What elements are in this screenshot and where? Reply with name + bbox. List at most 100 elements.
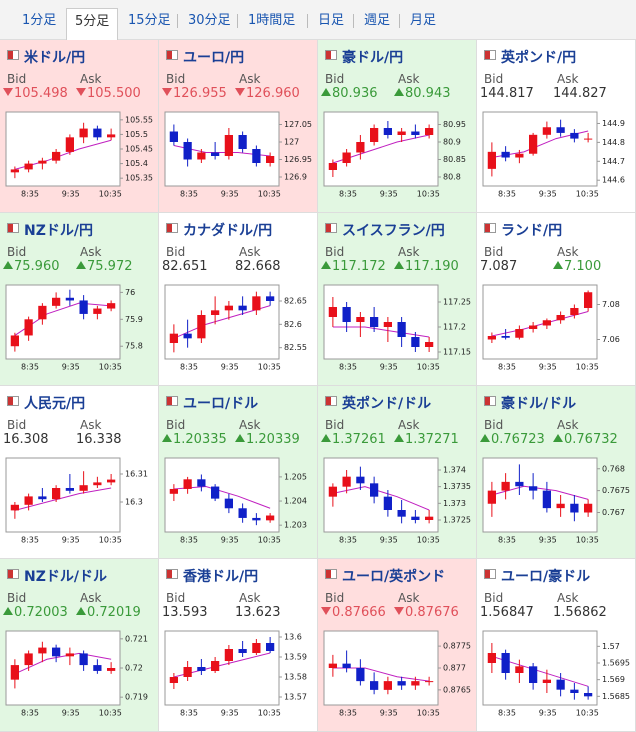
rate-tile[interactable]: 米ドル/円 Bid Ask 105.498 105.500 105.55 105.5 105.… [0, 40, 159, 213]
pair-name[interactable]: 豪ドル/ドル [501, 396, 577, 412]
candle-body [487, 336, 496, 340]
pair-name[interactable]: 英ポンド/円 [501, 50, 577, 66]
y-tick-label: 1.3735 [443, 482, 471, 491]
x-tick-label: 10:35 [258, 363, 281, 372]
y-tick-label: 0.877 [443, 664, 466, 673]
candle-body [238, 135, 247, 149]
chart-frame [164, 111, 280, 187]
x-tick-label: 9:35 [539, 363, 557, 372]
rate-tile[interactable]: NZドル/ドル Bid Ask 0.72003 0.72019 0.721 0.72 0.71… [0, 559, 159, 732]
x-tick-label: 9:35 [380, 536, 398, 545]
bid-text: 16.308 [3, 432, 49, 447]
candle-body [383, 681, 392, 690]
pair-name[interactable]: 英ポンド/ドル [342, 396, 432, 412]
ask-label: Ask [398, 245, 420, 259]
candle-body [529, 666, 538, 683]
candle-body [501, 481, 510, 491]
mini-chart: 0.768 0.7675 0.767 8:35 9:35 10:35 [482, 457, 630, 545]
ask-label: Ask [80, 245, 102, 259]
pair-name[interactable]: 人民元/円 [24, 396, 86, 412]
pair-name[interactable]: スイスフラン/円 [342, 223, 445, 239]
mini-chart: 13.6 13.59 13.58 13.57 8:35 9:35 10:35 [164, 630, 307, 718]
ask-value: 80.943 [394, 86, 451, 101]
x-tick-label: 8:35 [21, 709, 39, 718]
rate-tile[interactable]: ユーロ/ドル Bid Ask 1.20335 1.20339 1.205 1.204 1.20… [159, 386, 318, 559]
pair-name[interactable]: ユーロ/英ポンド [342, 569, 446, 585]
y-tick-label: 117.25 [443, 298, 471, 307]
bid-label: Bid [166, 72, 186, 86]
ask-text: 0.87676 [405, 605, 459, 620]
up-arrow [3, 607, 13, 615]
bid-text: 1.56847 [480, 605, 534, 620]
candle-body [411, 681, 420, 686]
flag-icon [7, 396, 19, 406]
rate-tile[interactable]: 英ポンド/円 Bid Ask 144.817 144.827 144.9 144.8 144.… [477, 40, 636, 213]
pair-name[interactable]: 米ドル/円 [24, 50, 86, 66]
pair-name[interactable]: ユーロ/豪ドル [501, 569, 591, 585]
up-arrow [394, 88, 404, 96]
y-tick-label: 1.569 [602, 675, 625, 684]
rate-tile[interactable]: 英ポンド/ドル Bid Ask 1.37261 1.37271 1.374 1.3735 1.… [318, 386, 477, 559]
mini-chart: 80.95 80.9 80.85 80.8 8:35 9:35 10:35 [323, 111, 466, 199]
rate-tile[interactable]: 香港ドル/円 Bid Ask 13.593 13.623 13.6 13.59 13.58 13… [159, 559, 318, 732]
rate-tile[interactable]: ユーロ/円 Bid Ask 126.955 126.960 127.05 127 126.95… [159, 40, 318, 213]
y-tick-label: 82.6 [284, 320, 302, 329]
y-tick-label: 75.8 [125, 342, 143, 351]
candle-body [93, 482, 102, 486]
bid-value: 0.87666 [321, 605, 386, 620]
pair-name[interactable]: NZドル/ドル [24, 569, 107, 585]
candle-body [542, 679, 551, 683]
rate-tile[interactable]: 人民元/円 Bid Ask 16.308 16.338 16.31 16.3 8:35 9:35… [0, 386, 159, 559]
pair-name[interactable]: 香港ドル/円 [183, 569, 259, 585]
bid-label: Bid [325, 245, 345, 259]
tab[interactable]: 日足 [318, 13, 345, 28]
rate-tile[interactable]: ランド/円 Bid Ask 7.087 7.100 7.08 7.06 8:35 9:35 10:… [477, 213, 636, 386]
rate-tile[interactable]: ユーロ/豪ドル Bid Ask 1.56847 1.56862 1.57 1.5695 1.5… [477, 559, 636, 732]
x-tick-label: 9:35 [380, 190, 398, 199]
candle-body [487, 151, 496, 169]
bid-text: 1.20335 [173, 432, 227, 447]
rate-tile[interactable]: NZドル/円 Bid Ask 75.960 75.972 76 75.9 75.8 8:35 9:… [0, 213, 159, 386]
rate-tile[interactable]: ユーロ/英ポンド Bid Ask 0.87666 0.87676 0.8775 0.877 0… [318, 559, 477, 732]
rate-tile[interactable]: 豪ドル/円 Bid Ask 80.936 80.943 80.95 80.9 80.85 80.… [318, 40, 477, 213]
rate-tile[interactable]: カナダドル/円 Bid Ask 82.651 82.668 82.65 82.6 82.55 8… [159, 213, 318, 386]
y-tick-label: 117.2 [443, 323, 466, 332]
ask-value: 1.37271 [394, 432, 459, 447]
ask-value: 0.72019 [76, 605, 141, 620]
pair-name[interactable]: ユーロ/円 [183, 50, 245, 66]
pair-name[interactable]: ランド/円 [501, 223, 563, 239]
tab[interactable]: 月足 [410, 13, 437, 28]
rate-tile[interactable]: スイスフラン/円 Bid Ask 117.172 117.190 117.25 117.2 1… [318, 213, 477, 386]
y-tick-label: 16.31 [125, 470, 148, 479]
tab[interactable]: 5分足 [66, 8, 119, 40]
pair-name[interactable]: NZドル/円 [24, 223, 93, 239]
pair-name[interactable]: 豪ドル/円 [342, 50, 404, 66]
y-tick-label: 16.3 [125, 498, 143, 507]
x-tick-label: 10:35 [99, 363, 122, 372]
ask-value: 7.100 [553, 259, 601, 274]
candle-body [107, 668, 116, 671]
candle-body [252, 517, 261, 521]
chart-frame [5, 457, 121, 533]
rate-tile[interactable]: 豪ドル/ドル Bid Ask 0.76723 0.76732 0.768 0.7675 0.7… [477, 386, 636, 559]
x-tick-label: 10:35 [258, 190, 281, 199]
candle-body [211, 152, 220, 156]
ask-text: 80.943 [405, 86, 451, 101]
tab[interactable]: 15分足 [128, 13, 171, 28]
candle-body [515, 329, 524, 338]
y-tick-label: 80.95 [443, 120, 466, 129]
pair-name[interactable]: カナダドル/円 [183, 223, 273, 239]
tab[interactable]: 週足 [364, 13, 391, 28]
candle-body [197, 479, 206, 487]
bid-value: 16.308 [3, 432, 49, 447]
tab[interactable]: 1分足 [22, 13, 57, 28]
pair-name[interactable]: ユーロ/ドル [183, 396, 259, 412]
tab[interactable]: 30分足 [188, 13, 231, 28]
x-tick-label: 8:35 [180, 363, 198, 372]
candle-body [38, 305, 47, 320]
tab[interactable]: 1時間足 [248, 13, 296, 28]
candle-body [342, 152, 351, 163]
x-tick-label: 9:35 [539, 709, 557, 718]
flag-icon [7, 569, 19, 579]
candle-body [411, 516, 420, 520]
